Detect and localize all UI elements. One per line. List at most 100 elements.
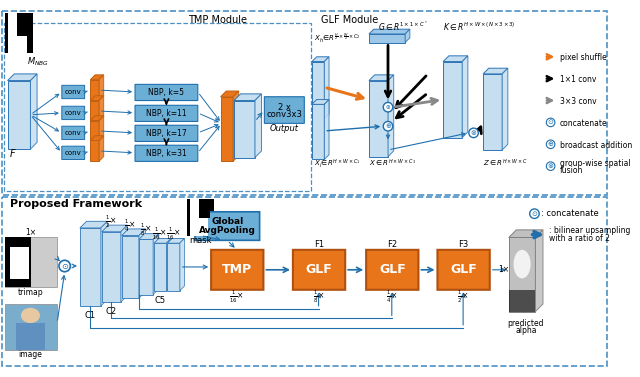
Circle shape [547, 140, 555, 149]
Polygon shape [90, 136, 104, 141]
FancyBboxPatch shape [135, 105, 198, 121]
Text: with a ratio of 2: with a ratio of 2 [548, 234, 609, 243]
Bar [2, 196, 607, 366]
Text: $\frac{1}{8}$×: $\frac{1}{8}$× [313, 288, 324, 305]
Text: NBP, k=31: NBP, k=31 [146, 149, 187, 158]
Ellipse shape [513, 250, 531, 278]
Text: ⊗: ⊗ [548, 163, 554, 169]
Text: ⊕: ⊕ [548, 141, 554, 147]
Polygon shape [233, 91, 239, 161]
Text: 1×: 1× [499, 265, 509, 274]
Text: pixel shuffle: pixel shuffle [560, 53, 607, 62]
Text: conv: conv [65, 89, 81, 95]
Polygon shape [153, 234, 159, 294]
FancyBboxPatch shape [62, 146, 84, 159]
Polygon shape [221, 91, 239, 97]
Text: 1×1 conv: 1×1 conv [560, 75, 596, 84]
Polygon shape [369, 75, 394, 81]
Text: conv: conv [65, 110, 81, 116]
Text: C5: C5 [154, 296, 165, 305]
FancyBboxPatch shape [135, 84, 198, 101]
Polygon shape [101, 221, 108, 306]
Bar [17, 13, 31, 36]
Polygon shape [8, 81, 31, 149]
Bar [190, 199, 208, 236]
Bar [2, 11, 607, 195]
Bar [4, 238, 31, 287]
Text: 2 x: 2 x [278, 103, 291, 112]
Polygon shape [90, 116, 104, 121]
FancyBboxPatch shape [438, 250, 490, 290]
Polygon shape [99, 116, 104, 141]
Polygon shape [139, 234, 159, 239]
Text: conv: conv [65, 130, 81, 136]
Polygon shape [31, 74, 37, 149]
Polygon shape [122, 236, 139, 298]
Polygon shape [90, 101, 99, 121]
Text: concatenate: concatenate [560, 119, 608, 128]
Text: : concatenate: : concatenate [541, 209, 599, 218]
Polygon shape [80, 228, 101, 306]
Ellipse shape [21, 308, 40, 323]
Polygon shape [369, 34, 405, 43]
Text: 1×: 1× [25, 228, 36, 237]
Polygon shape [99, 136, 104, 161]
Text: trimap: trimap [18, 288, 44, 297]
Polygon shape [221, 97, 233, 161]
Polygon shape [90, 96, 104, 101]
Text: $X_l\!\in\!R^{H\times W\times C_1}$: $X_l\!\in\!R^{H\times W\times C_1}$ [314, 157, 360, 170]
Circle shape [547, 118, 555, 127]
Polygon shape [324, 100, 329, 159]
Circle shape [469, 128, 478, 138]
Text: ⊙: ⊙ [531, 211, 538, 217]
Polygon shape [312, 104, 324, 159]
Polygon shape [234, 94, 262, 101]
Text: C1: C1 [84, 311, 96, 320]
Polygon shape [255, 94, 262, 158]
Text: conv: conv [65, 150, 81, 156]
Polygon shape [102, 232, 121, 302]
Polygon shape [369, 81, 388, 156]
Polygon shape [369, 29, 410, 34]
Polygon shape [443, 56, 468, 61]
Bar [16, 323, 45, 350]
Text: C2: C2 [106, 307, 117, 316]
FancyBboxPatch shape [211, 250, 264, 290]
Text: Proposed Framework: Proposed Framework [10, 199, 141, 209]
Polygon shape [166, 238, 171, 291]
Polygon shape [139, 239, 153, 294]
Polygon shape [99, 75, 104, 101]
Text: $F$: $F$ [8, 147, 16, 159]
FancyBboxPatch shape [195, 212, 260, 240]
Polygon shape [102, 225, 127, 232]
Text: $K\in R^{H\times W\times (N\times 3\times 3)}$: $K\in R^{H\times W\times (N\times 3\time… [443, 20, 516, 32]
FancyBboxPatch shape [62, 85, 84, 99]
Text: ⊙: ⊙ [61, 262, 68, 271]
Polygon shape [509, 230, 543, 238]
Text: $\frac{1}{4}$×: $\frac{1}{4}$× [386, 288, 397, 305]
Text: $G\in R^{1\times 1\times C^*}$: $G\in R^{1\times 1\times C^*}$ [378, 20, 429, 33]
Polygon shape [154, 238, 171, 243]
Polygon shape [502, 68, 508, 150]
Bar [188, 199, 214, 236]
Bar [4, 304, 57, 350]
FancyBboxPatch shape [293, 250, 345, 290]
Text: ⊕: ⊕ [385, 123, 391, 129]
FancyBboxPatch shape [264, 97, 304, 123]
Polygon shape [121, 225, 127, 302]
Polygon shape [168, 243, 180, 291]
Text: ⊗: ⊗ [470, 130, 477, 136]
Text: $Z\in R^{H\times W\times C}$: $Z\in R^{H\times W\times C}$ [483, 158, 528, 169]
Polygon shape [405, 29, 410, 43]
Text: NBP, k=17: NBP, k=17 [146, 129, 187, 138]
Text: GLF: GLF [306, 263, 332, 276]
Text: F3: F3 [458, 240, 468, 249]
FancyBboxPatch shape [62, 106, 84, 120]
FancyBboxPatch shape [135, 125, 198, 141]
Polygon shape [122, 229, 145, 236]
Circle shape [547, 162, 555, 170]
Text: predicted: predicted [508, 319, 544, 328]
Polygon shape [154, 243, 166, 291]
Polygon shape [443, 61, 462, 138]
Polygon shape [90, 75, 104, 80]
